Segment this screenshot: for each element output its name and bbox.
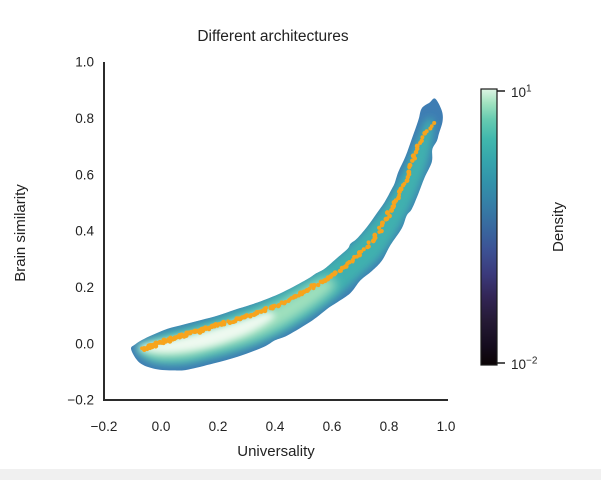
trend-point <box>350 258 355 263</box>
trend-point <box>283 299 288 304</box>
trend-point <box>361 247 366 252</box>
trend-point <box>414 143 420 149</box>
trend-point <box>432 120 437 126</box>
trend-point <box>379 229 384 234</box>
y-tick-label: 0.8 <box>75 111 94 126</box>
y-tick-label: 0.2 <box>75 280 94 295</box>
colorbar: 101 10−2 Density <box>480 84 567 373</box>
colorbar-label: Density <box>550 201 567 252</box>
trend-point <box>398 186 404 192</box>
x-tick-label: 0.4 <box>266 419 285 434</box>
trend-point <box>397 193 401 198</box>
colorbar-top-tick-label: 101 <box>511 84 532 101</box>
trend-point <box>244 313 250 318</box>
y-tick-label: 0.0 <box>75 336 94 351</box>
trend-point <box>347 260 352 265</box>
x-tick-label: 0.2 <box>209 419 228 434</box>
trend-point <box>366 244 371 249</box>
chart-title: Different architectures <box>197 28 349 45</box>
trend-point <box>410 153 416 159</box>
trend-point <box>202 325 209 331</box>
y-axis-label: Brain similarity <box>12 184 29 282</box>
x-tick-label: 1.0 <box>437 419 456 434</box>
trend-point <box>404 178 410 184</box>
trend-point <box>377 225 382 230</box>
trend-point <box>429 124 434 128</box>
x-tick-label: 0.0 <box>152 419 171 434</box>
trend-point <box>272 303 277 309</box>
trend-scatter-layer <box>140 120 437 352</box>
x-axis-label: Universality <box>237 443 315 460</box>
y-tick-label: 0.4 <box>75 224 94 239</box>
trend-point <box>372 232 378 238</box>
trend-point <box>406 169 412 175</box>
colorbar-bottom-tick-label: 10−2 <box>511 356 538 373</box>
trend-point <box>380 220 385 226</box>
x-tick-label: 0.6 <box>323 419 342 434</box>
trend-point <box>392 204 397 208</box>
y-tick-label: −0.2 <box>67 393 94 408</box>
trend-point <box>419 138 424 143</box>
trend-point <box>420 135 425 140</box>
trend-point <box>407 162 413 168</box>
trend-point <box>402 181 407 186</box>
trend-point <box>316 283 321 288</box>
y-tick-label: 0.6 <box>75 167 94 182</box>
trend-point <box>264 306 268 310</box>
colorbar-gradient-bar <box>480 88 498 366</box>
trend-point <box>311 282 317 288</box>
bottom-edge-strip <box>0 469 601 480</box>
density-contour-core <box>138 312 276 354</box>
density-blob-layer <box>130 98 443 371</box>
trend-point <box>424 129 429 134</box>
y-tick-label: 1.0 <box>75 55 94 70</box>
x-tick-label: 0.8 <box>380 419 399 434</box>
trend-point <box>293 293 298 299</box>
x-tick-label: −0.2 <box>91 419 118 434</box>
trend-point <box>222 320 227 325</box>
trend-point <box>384 210 390 216</box>
trend-point <box>332 270 338 276</box>
trend-point <box>276 303 282 308</box>
trend-point <box>366 240 371 245</box>
trend-point <box>307 286 312 291</box>
